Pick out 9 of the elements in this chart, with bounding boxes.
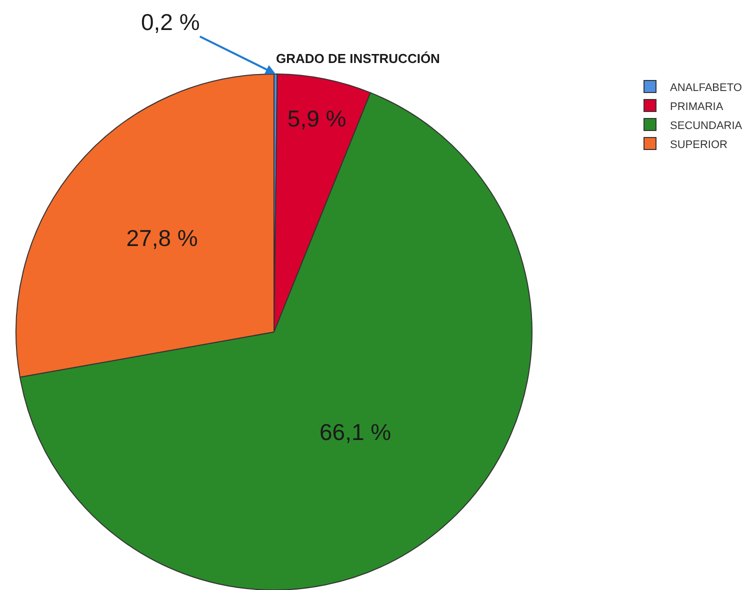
legend-label: SUPERIOR	[670, 138, 728, 151]
legend-label: PRIMARIA	[670, 100, 724, 113]
text: GRADO DE INSTRUCCIÓN	[276, 51, 440, 66]
data-label: 0,2 %	[141, 9, 200, 35]
data-label: 27,8 %	[126, 225, 198, 252]
legend-label: ANALFABETO	[670, 82, 742, 94]
data-label: 5,9 %	[287, 105, 346, 132]
legend-label: SECUNDARIA	[670, 120, 743, 132]
data-label: 66,1 %	[319, 419, 392, 446]
